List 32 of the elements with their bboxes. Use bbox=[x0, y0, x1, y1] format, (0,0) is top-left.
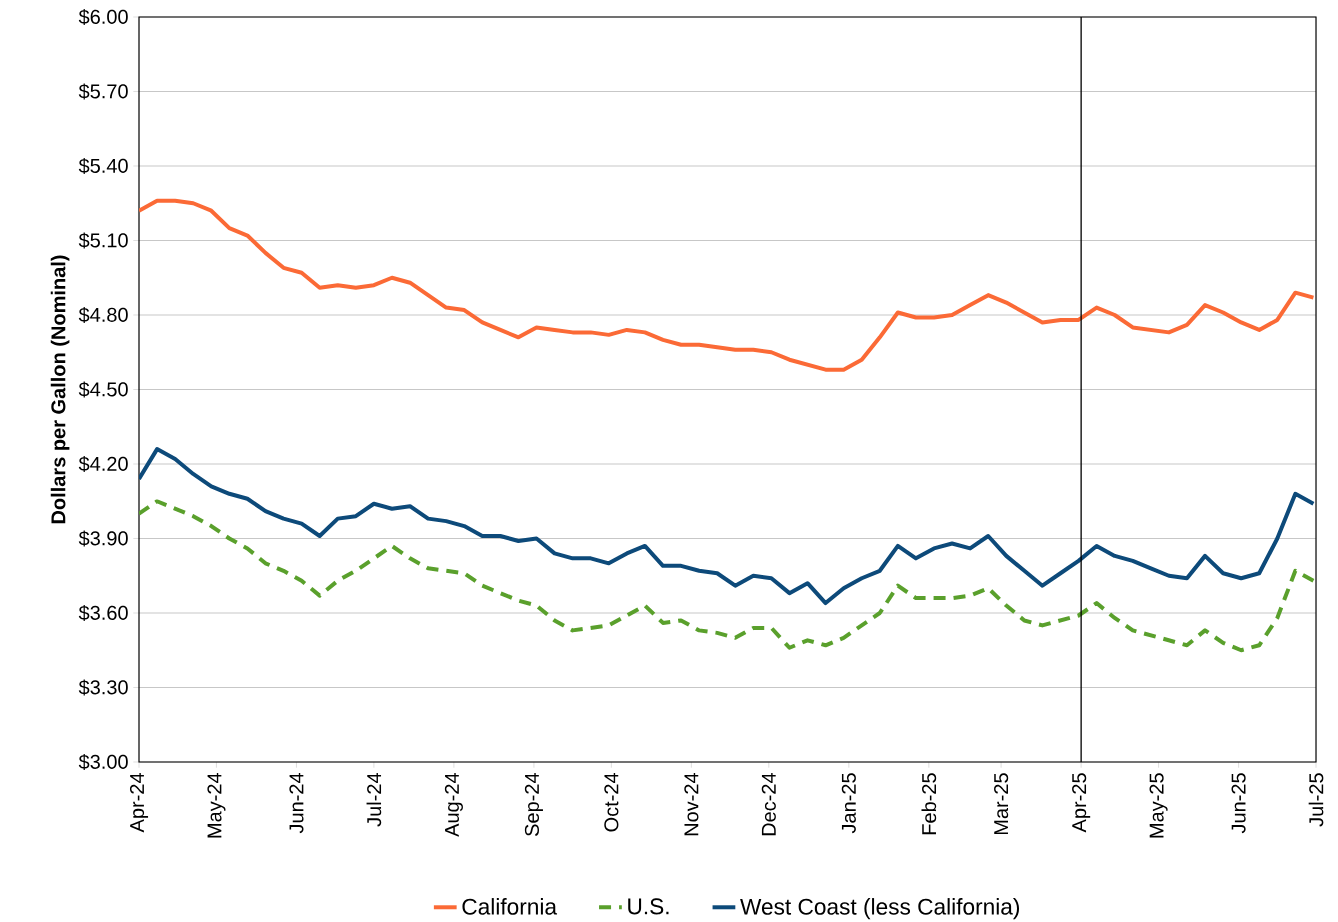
x-tick-label: May-25 bbox=[1149, 773, 1168, 838]
x-tick-label: Aug-24 bbox=[444, 773, 463, 837]
x-tick-label: Apr-24 bbox=[129, 772, 149, 833]
y-tick-label: $3.60 bbox=[78, 604, 128, 622]
y-tick-label: $3.90 bbox=[78, 530, 128, 547]
x-tick-label: Nov-24 bbox=[684, 773, 699, 836]
y-tick-label: $5.70 bbox=[78, 83, 128, 100]
y-tick-label: $3.00 bbox=[78, 753, 128, 771]
y-axis-title: Dollars per Gallon (Nominal) bbox=[50, 255, 70, 524]
x-tick-label: May-24 bbox=[207, 772, 226, 838]
x-tick-label: Jun-25 bbox=[1231, 773, 1246, 834]
x-tick-label: Feb-25 bbox=[921, 773, 937, 835]
line-series bbox=[139, 447, 1316, 606]
x-tick-label: Mar-25 bbox=[994, 773, 1009, 835]
x-tick-label: Apr-25 bbox=[1072, 773, 1091, 833]
x-tick-label: Jul-25 bbox=[1308, 773, 1324, 827]
legend-label: West Coast (less California) bbox=[740, 898, 1020, 920]
y-tick-label: $6.00 bbox=[78, 8, 128, 26]
y-tick-label: $4.50 bbox=[78, 381, 128, 398]
x-tick-label: Jun-24 bbox=[289, 773, 304, 834]
legend-label: California bbox=[462, 898, 558, 915]
legend-label: U.S. bbox=[628, 898, 669, 915]
y-tick-label: $5.10 bbox=[78, 232, 128, 249]
y-tick-label: $5.40 bbox=[78, 157, 128, 175]
x-tick-label: Jul-24 bbox=[366, 773, 382, 827]
x-tick-label: Sep-24 bbox=[524, 773, 543, 836]
x-tick-label: Jan-25 bbox=[841, 773, 856, 834]
x-tick-label: Oct-24 bbox=[604, 772, 619, 832]
y-tick-label: $4.80 bbox=[78, 306, 128, 324]
x-tick-label: Dec-24 bbox=[761, 773, 776, 836]
y-tick-label: $3.30 bbox=[78, 679, 128, 696]
y-tick-label: $4.20 bbox=[78, 455, 128, 473]
